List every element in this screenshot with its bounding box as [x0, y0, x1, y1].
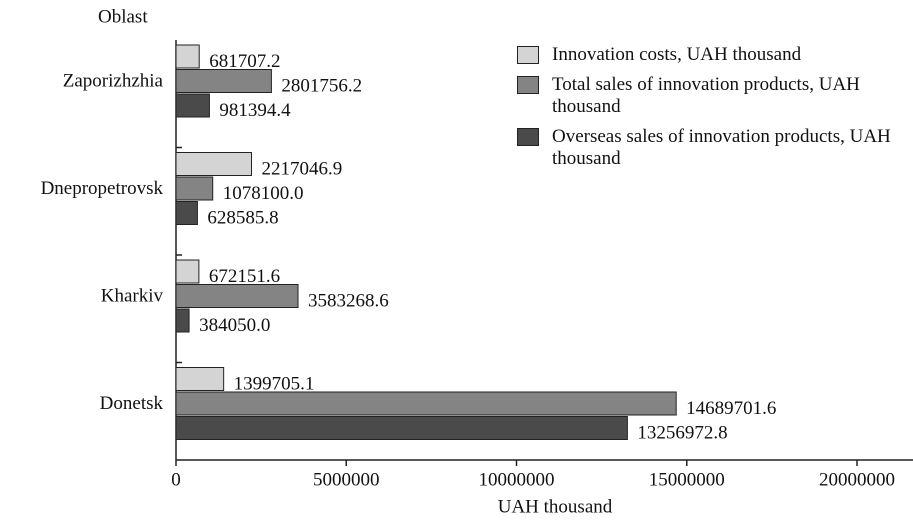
value-label: 1078100.0 — [223, 183, 304, 204]
value-label: 628585.8 — [207, 207, 278, 228]
value-label: 681707.2 — [209, 51, 280, 72]
x-axis-label: UAH thousand — [498, 496, 613, 517]
bar — [175, 367, 225, 391]
bar — [175, 69, 272, 93]
y-tick-label: Zaporizhzhia — [63, 70, 164, 91]
bar — [175, 152, 252, 176]
y-tick-label: Kharkiv — [101, 285, 164, 306]
value-label: 1399705.1 — [234, 373, 315, 394]
legend-swatch — [517, 128, 539, 146]
value-label: 981394.4 — [219, 100, 291, 121]
x-tick-label: 20000000 — [819, 469, 895, 490]
legend-swatch — [517, 76, 539, 94]
value-label: 2217046.9 — [261, 158, 342, 179]
legend-label: Overseas sales of innovation products, U… — [552, 126, 891, 169]
legend: Innovation costs, UAH thousand Total sale… — [517, 44, 897, 178]
legend-label: Total sales of innovation products, UAH … — [552, 74, 860, 117]
y-tick-label: Donetsk — [100, 393, 164, 414]
legend-item: Innovation costs, UAH thousand — [517, 44, 897, 66]
bar — [175, 391, 677, 416]
bar — [175, 416, 628, 440]
value-label: 2801756.2 — [281, 75, 362, 96]
bar — [175, 176, 214, 201]
x-tick-label: 10000000 — [479, 469, 555, 490]
bar — [175, 284, 299, 308]
value-label: 3583268.6 — [308, 290, 389, 311]
value-label: 384050.0 — [199, 315, 270, 336]
legend-swatch — [517, 46, 539, 64]
legend-item: Total sales of innovation products, UAH … — [517, 74, 897, 118]
bar — [175, 201, 198, 225]
legend-label: Innovation costs, UAH thousand — [552, 44, 802, 65]
bar — [175, 308, 190, 333]
x-tick-label: 0 — [171, 469, 181, 490]
bar — [175, 259, 200, 284]
value-label: 14689701.6 — [686, 398, 776, 419]
value-label: 13256972.8 — [637, 422, 727, 443]
bar — [175, 93, 210, 118]
bar — [175, 44, 200, 69]
legend-item: Overseas sales of innovation products, U… — [517, 126, 897, 170]
y-tick-label: Dnepropetrovsk — [41, 178, 164, 199]
y-axis-label: Oblast — [98, 6, 148, 27]
value-label: 672151.6 — [209, 266, 280, 287]
x-tick-label: 15000000 — [649, 469, 725, 490]
x-tick-label: 5000000 — [313, 469, 380, 490]
